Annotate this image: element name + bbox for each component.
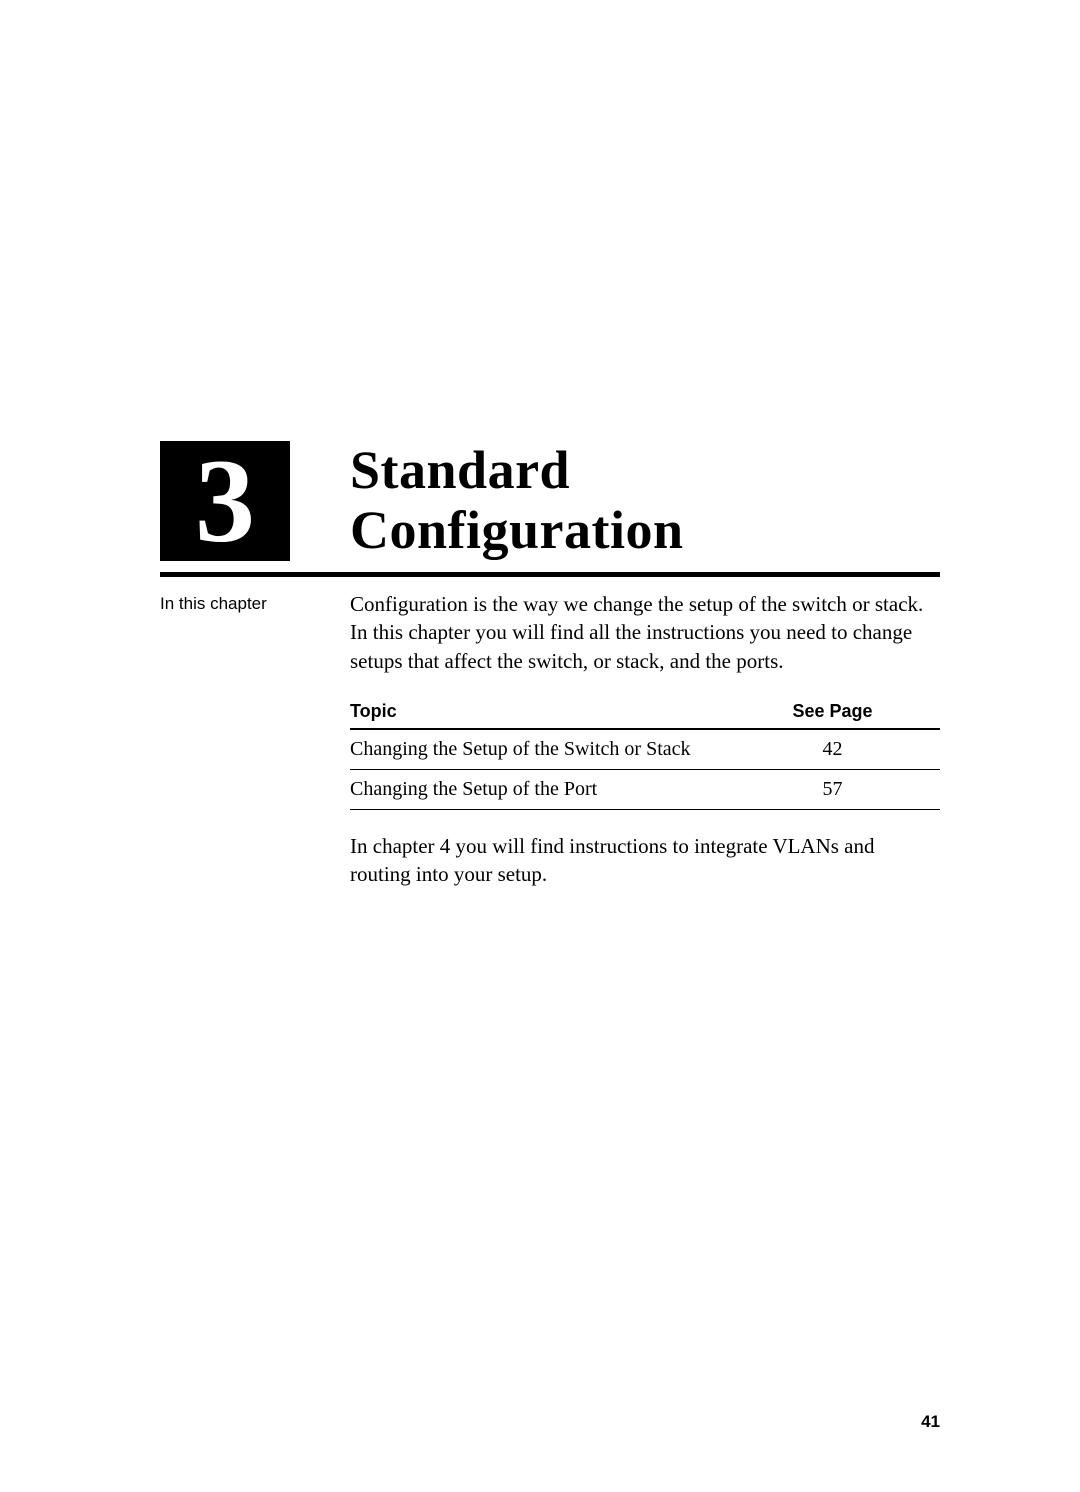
table-header-seepage: See Page bbox=[733, 697, 940, 729]
topic-cell: Changing the Setup of the Port bbox=[350, 770, 733, 810]
title-rule bbox=[160, 572, 940, 577]
chapter-number: 3 bbox=[195, 441, 255, 561]
chapter-title-line1: Standard bbox=[350, 440, 570, 500]
topic-cell: Changing the Setup of the Switch or Stac… bbox=[350, 729, 733, 770]
table-header-topic: Topic bbox=[350, 697, 733, 729]
left-column-label: In this chapter bbox=[160, 590, 350, 889]
chapter-header: 3 Standard Configuration bbox=[160, 440, 940, 561]
page-cell: 57 bbox=[733, 770, 940, 810]
page-number: 41 bbox=[921, 1412, 940, 1432]
table-row: Changing the Setup of the Switch or Stac… bbox=[350, 729, 940, 770]
table-row: Changing the Setup of the Port 57 bbox=[350, 770, 940, 810]
topic-table: Topic See Page Changing the Setup of the… bbox=[350, 697, 940, 810]
chapter-number-box: 3 bbox=[160, 441, 290, 561]
table-header-row: Topic See Page bbox=[350, 697, 940, 729]
chapter-title-line2: Configuration bbox=[350, 500, 684, 560]
page-cell: 42 bbox=[733, 729, 940, 770]
right-column: Configuration is the way we change the s… bbox=[350, 590, 940, 889]
content-block: In this chapter Configuration is the way… bbox=[160, 590, 940, 889]
outro-paragraph: In chapter 4 you will find instructions … bbox=[350, 832, 940, 889]
chapter-title: Standard Configuration bbox=[350, 440, 684, 561]
intro-paragraph: Configuration is the way we change the s… bbox=[350, 590, 940, 675]
document-page: 3 Standard Configuration In this chapter… bbox=[0, 0, 1080, 1492]
